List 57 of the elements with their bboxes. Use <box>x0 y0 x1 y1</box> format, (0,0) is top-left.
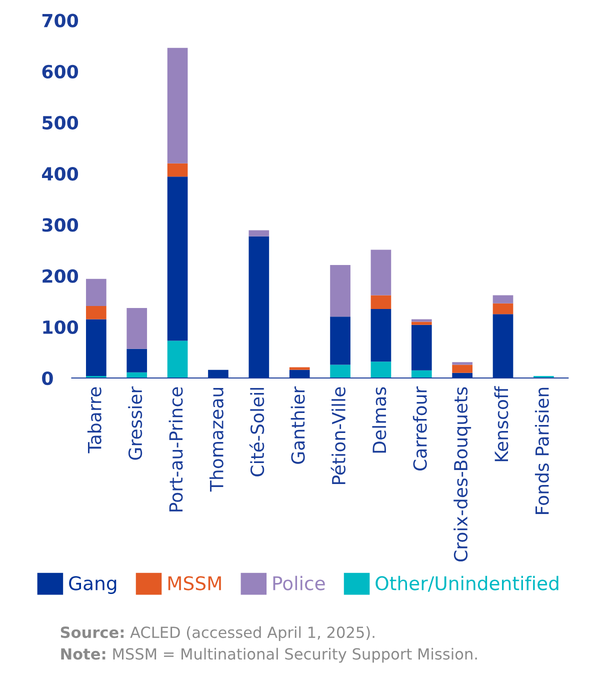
bar <box>126 308 148 349</box>
bar <box>411 322 432 325</box>
bar <box>492 295 514 304</box>
x-tick-label: Fonds Parisien <box>534 388 549 514</box>
bar <box>248 230 270 236</box>
bar <box>492 314 514 378</box>
x-tick-label: Port-au-Prince <box>168 387 183 512</box>
bar <box>452 362 472 365</box>
bar <box>126 348 148 372</box>
bar <box>370 295 392 310</box>
bar <box>330 364 350 378</box>
y-tick-label: 700 <box>42 14 78 28</box>
x-tick-label: Ganthier <box>290 386 305 464</box>
x-tick-label: Croix-des-Bouquets <box>454 387 472 562</box>
bar <box>167 176 188 341</box>
x-tick-label: Delmas <box>372 387 386 453</box>
bar <box>167 48 188 164</box>
bar <box>370 250 392 296</box>
x-tick-label: Thomazeau <box>209 388 224 492</box>
bar <box>126 372 148 378</box>
x-tick-label: Gressier <box>128 386 142 460</box>
y-tick-label: 200 <box>42 269 78 283</box>
legend-label: Police <box>273 576 325 590</box>
bar <box>411 370 432 378</box>
bar <box>86 278 106 306</box>
text: Note: MSSM = Multinational Security Support Mission. <box>61 648 477 663</box>
legend-label: MSSM <box>168 576 221 590</box>
y-tick-label: 0 <box>42 371 53 386</box>
y-tick-label: 500 <box>42 116 78 130</box>
bar <box>86 306 106 320</box>
x-tick-label: Tabarre <box>87 387 102 454</box>
bar <box>452 364 472 373</box>
bar <box>289 370 310 378</box>
bar <box>411 319 432 322</box>
x-tick-label: Kenscoff <box>494 386 508 462</box>
x-tick-label: Pétion-Ville <box>330 387 346 484</box>
bar <box>330 265 350 317</box>
y-tick-label: 300 <box>42 218 78 232</box>
bar <box>248 236 270 378</box>
bar <box>289 367 310 370</box>
y-tick-label: 100 <box>43 320 78 334</box>
x-tick-label: Cité-Soleil <box>249 388 264 476</box>
source-note: Source: ACLED (accessed April 1, 2025). <box>60 626 374 642</box>
bar <box>167 340 188 378</box>
y-tick-label: 400 <box>42 167 78 181</box>
bar <box>86 319 106 376</box>
bar <box>167 163 188 177</box>
legend-label: Other/Unindentified <box>376 576 558 592</box>
legend-label: Gang <box>69 576 116 594</box>
bar <box>370 362 392 378</box>
x-tick-label: Carrefour <box>412 386 427 470</box>
y-tick-label: 600 <box>42 64 78 78</box>
bar <box>208 370 228 378</box>
bar <box>411 324 432 370</box>
bar <box>370 309 392 362</box>
bar <box>330 316 350 365</box>
bar <box>492 303 514 314</box>
